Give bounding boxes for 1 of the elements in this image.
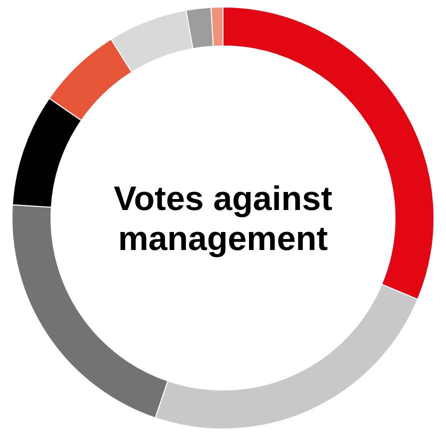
- text: Votes against management: [114, 180, 332, 258]
